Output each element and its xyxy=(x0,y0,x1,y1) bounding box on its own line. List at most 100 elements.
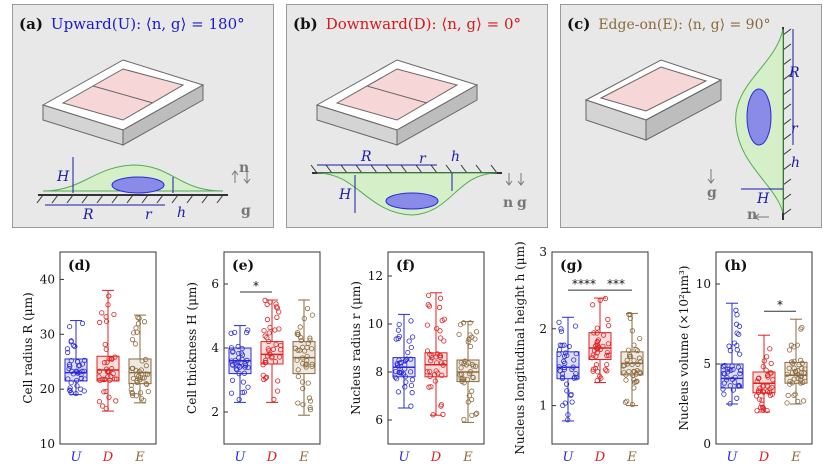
data-point xyxy=(137,377,143,383)
data-point xyxy=(572,374,578,380)
data-point xyxy=(273,341,279,348)
data-point xyxy=(786,347,793,353)
data-point xyxy=(759,401,765,407)
panel-label: (b) xyxy=(293,15,318,33)
data-point xyxy=(67,387,73,393)
data-point xyxy=(128,382,134,388)
data-point xyxy=(461,417,467,423)
x-tick-label: U xyxy=(71,450,83,465)
data-point xyxy=(133,393,139,399)
y-tick-label: 6 xyxy=(211,277,219,291)
data-point xyxy=(564,388,570,394)
data-point xyxy=(568,391,574,398)
label-r: r xyxy=(791,121,798,137)
data-point xyxy=(798,357,804,363)
data-point xyxy=(102,341,108,348)
data-point xyxy=(720,364,727,370)
data-point xyxy=(241,370,248,376)
data-point xyxy=(108,373,114,379)
data-point xyxy=(242,364,248,370)
data-point xyxy=(232,329,238,336)
data-point xyxy=(440,362,446,368)
data-point xyxy=(729,363,735,369)
data-point xyxy=(759,397,765,403)
data-point xyxy=(244,329,250,336)
x-tick-label: E xyxy=(134,450,145,465)
data-point xyxy=(144,381,150,388)
data-point xyxy=(563,350,569,356)
data-point xyxy=(267,299,273,305)
panel-a: (a) Upward(U): ⟨n, g⟩ = 180° H R r h n g xyxy=(12,4,274,228)
data-point xyxy=(65,376,71,382)
significance-label: **** xyxy=(572,277,596,291)
data-point xyxy=(441,338,447,344)
data-point xyxy=(402,374,408,380)
data-point xyxy=(129,389,135,396)
data-point xyxy=(74,383,80,389)
data-point xyxy=(410,334,416,340)
data-point xyxy=(396,369,402,375)
y-tick-label: 20 xyxy=(40,382,55,396)
data-point xyxy=(74,370,81,376)
data-point xyxy=(409,377,415,383)
data-point xyxy=(790,360,796,367)
data-point xyxy=(629,361,635,368)
data-point xyxy=(424,369,430,375)
x-tick-label: D xyxy=(102,450,114,465)
data-point xyxy=(239,356,245,362)
data-point xyxy=(458,359,464,366)
data-point xyxy=(591,330,597,336)
panel-label: (e) xyxy=(232,258,254,274)
data-point xyxy=(228,390,235,396)
data-point xyxy=(294,357,300,363)
data-point xyxy=(266,348,272,354)
data-point xyxy=(274,314,280,320)
data-point xyxy=(597,297,603,303)
y-tick-label: 2 xyxy=(211,405,219,419)
data-point xyxy=(627,352,633,358)
data-point xyxy=(81,368,87,374)
data-point xyxy=(426,303,433,309)
data-point xyxy=(130,330,137,336)
data-point xyxy=(458,375,464,381)
data-point xyxy=(112,376,118,382)
x-tick-label: D xyxy=(430,450,442,465)
y-axis-label: Nucleus volume (×10²μm³) xyxy=(677,266,691,431)
data-point xyxy=(788,342,794,348)
data-point xyxy=(309,361,315,367)
data-point xyxy=(425,302,431,308)
data-point xyxy=(724,366,731,372)
data-point xyxy=(263,357,269,363)
data-point xyxy=(624,357,630,363)
data-point xyxy=(432,378,438,384)
data-point xyxy=(295,373,301,380)
x-tick-label: U xyxy=(563,450,575,465)
x-tick-label: U xyxy=(727,450,739,465)
data-point xyxy=(767,346,773,352)
panel-title: Edge-on(E): ⟨n, g⟩ = 90° xyxy=(598,17,771,33)
data-point xyxy=(560,374,566,380)
data-point xyxy=(438,403,444,409)
data-point xyxy=(238,359,244,365)
label-H: H xyxy=(339,187,352,203)
data-point xyxy=(626,368,632,375)
data-point xyxy=(263,375,269,381)
data-point xyxy=(457,322,464,328)
data-point xyxy=(754,408,760,414)
schematic-edge-on xyxy=(584,27,794,221)
label-g: g xyxy=(517,195,527,211)
data-point xyxy=(134,329,140,335)
data-point xyxy=(106,293,112,299)
data-point xyxy=(138,396,145,402)
data-point xyxy=(228,330,234,336)
data-point xyxy=(79,368,85,374)
data-point xyxy=(145,388,151,395)
data-point xyxy=(594,350,600,356)
data-point xyxy=(232,357,238,363)
data-point xyxy=(634,378,640,384)
data-point xyxy=(736,382,742,389)
label-R: R xyxy=(789,65,800,81)
significance-label: *** xyxy=(607,277,625,291)
label-g: g xyxy=(241,203,251,219)
data-point xyxy=(564,381,570,387)
